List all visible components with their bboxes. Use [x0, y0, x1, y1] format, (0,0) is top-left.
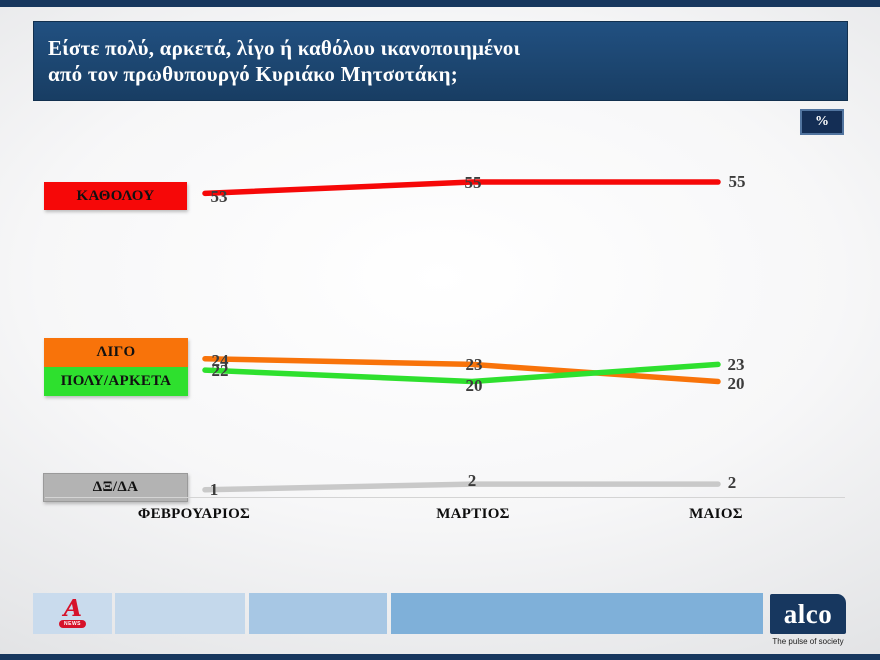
alpha-news-logo-letter: A — [63, 595, 82, 622]
x-tick-march: ΜΑΡΤΙΟΣ — [436, 506, 510, 522]
question-title-bar: Είστε πολύ, αρκετά, λίγο ή καθόλου ικανο… — [33, 21, 848, 101]
legend-poly-arketa: ΠΟΛΥ/ΑΡΚΕΤΑ — [44, 367, 188, 396]
legend-katholou-label: ΚΑΘΟΛΟΥ — [76, 187, 155, 204]
line-dx-da — [202, 481, 721, 493]
question-title-line1: Είστε πολύ, αρκετά, λίγο ή καθόλου ικανο… — [48, 36, 521, 60]
alco-tagline: The pulse of society — [772, 637, 844, 646]
value-label-ligo-0: 24 — [211, 350, 229, 370]
line-poly-arketa — [202, 361, 721, 385]
percent-unit-label: % — [815, 114, 829, 129]
legend-katholou: ΚΑΘΟΛΟΥ — [44, 182, 187, 210]
value-label-poly-arketa-1: 20 — [465, 375, 483, 395]
value-label-dx-da-2: 2 — [727, 473, 737, 493]
question-title-line2: από τον πρωθυπουργό Κυριάκο Μητσοτάκη; — [48, 62, 458, 86]
alco-logo-text: alco — [783, 598, 833, 629]
value-label-katholou-2: 55 — [728, 172, 746, 191]
line-ligo — [202, 355, 721, 385]
value-label-poly-arketa-0: 22 — [211, 361, 229, 381]
line-katholou — [202, 179, 721, 197]
footer-bar-2 — [115, 593, 245, 634]
alco-logo: alco — [770, 594, 846, 634]
value-label-poly-arketa-2: 23 — [727, 355, 745, 375]
alpha-news-logo: A NEWS — [33, 593, 112, 634]
legend-poly-arketa-label: ΠΟΛΥ/ΑΡΚΕΤΑ — [60, 373, 172, 389]
legend-ligo-label: ΛΙΓΟ — [96, 344, 136, 360]
legend-dx-da-label: ΔΞ/ΔΑ — [92, 479, 139, 495]
alpha-news-logo-badge: NEWS — [59, 620, 86, 628]
value-label-ligo-1: 23 — [465, 355, 483, 375]
value-label-dx-da-1: 2 — [467, 471, 477, 491]
footer-bar-4 — [391, 593, 763, 634]
value-label-dx-da-0: 1 — [209, 479, 219, 499]
x-tick-may: ΜΑΙΟΣ — [689, 506, 743, 522]
top-accent-strip — [0, 0, 880, 7]
x-axis-line — [45, 497, 845, 498]
bottom-accent-strip — [0, 654, 880, 660]
legend-ligo: ΛΙΓΟ — [44, 338, 188, 367]
x-tick-february: ΦΕΒΡΟΥΑΡΙΟΣ — [137, 506, 251, 522]
footer-bar-3 — [249, 593, 387, 634]
value-label-katholou-1: 55 — [464, 173, 482, 192]
percent-unit-badge: % — [800, 109, 844, 135]
value-label-ligo-2: 20 — [727, 373, 745, 393]
value-label-katholou-0: 53 — [210, 187, 228, 207]
